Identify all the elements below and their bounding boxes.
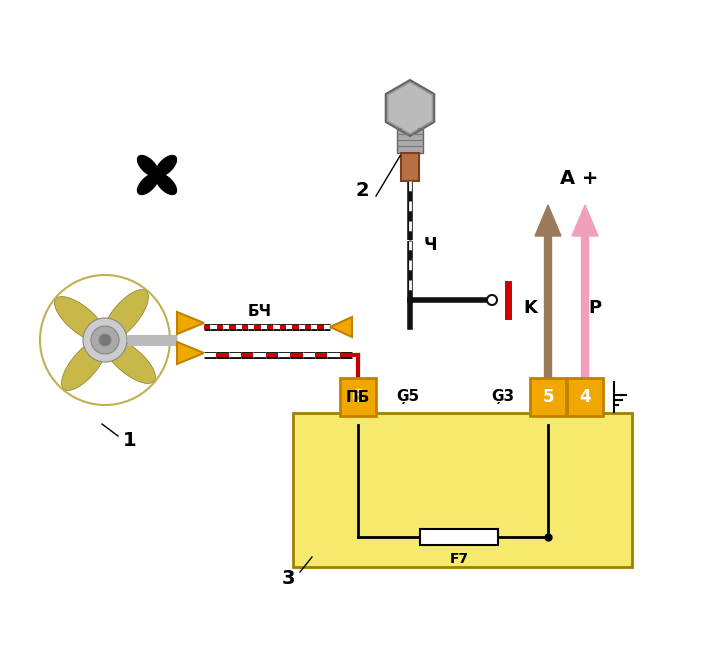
Polygon shape — [137, 174, 158, 194]
FancyBboxPatch shape — [397, 118, 423, 153]
Polygon shape — [572, 205, 598, 236]
Polygon shape — [156, 155, 176, 176]
FancyBboxPatch shape — [340, 378, 376, 416]
Polygon shape — [104, 338, 155, 384]
FancyBboxPatch shape — [567, 378, 603, 416]
Text: Ģ5: Ģ5 — [397, 389, 420, 404]
Circle shape — [487, 295, 497, 305]
Text: A +: A + — [560, 168, 598, 187]
Text: 4: 4 — [579, 388, 591, 406]
Circle shape — [152, 170, 162, 180]
Text: F7: F7 — [450, 552, 468, 566]
Text: Ч: Ч — [424, 236, 437, 254]
Text: ПБ: ПБ — [346, 391, 370, 406]
Polygon shape — [177, 312, 204, 334]
Polygon shape — [156, 174, 176, 194]
Text: 5: 5 — [542, 388, 553, 406]
Polygon shape — [386, 80, 434, 136]
Polygon shape — [535, 205, 561, 236]
Circle shape — [83, 318, 127, 362]
FancyBboxPatch shape — [401, 153, 419, 181]
Circle shape — [91, 326, 119, 354]
Text: 2: 2 — [355, 181, 369, 200]
Polygon shape — [102, 290, 148, 341]
Text: 6: 6 — [352, 388, 364, 406]
Text: P: P — [589, 299, 601, 317]
Polygon shape — [62, 339, 107, 391]
Text: K: K — [523, 299, 537, 317]
Polygon shape — [388, 83, 432, 133]
Text: Ģ3: Ģ3 — [491, 389, 515, 404]
Polygon shape — [54, 296, 107, 343]
FancyBboxPatch shape — [530, 378, 566, 416]
Text: 1: 1 — [123, 430, 137, 450]
Polygon shape — [330, 317, 352, 337]
FancyBboxPatch shape — [293, 413, 632, 567]
Bar — [420, 529, 498, 545]
Polygon shape — [137, 155, 158, 176]
Polygon shape — [177, 342, 204, 364]
Text: БЧ: БЧ — [248, 304, 272, 320]
Text: 3: 3 — [281, 569, 295, 588]
Circle shape — [99, 334, 111, 346]
